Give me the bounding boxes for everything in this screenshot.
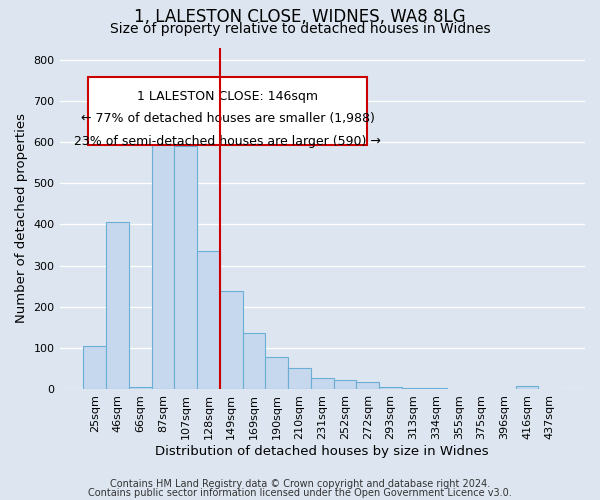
Bar bbox=[288, 368, 311, 389]
Bar bbox=[220, 291, 242, 389]
Bar bbox=[106, 222, 129, 389]
Bar bbox=[242, 333, 265, 389]
Bar bbox=[265, 358, 288, 389]
Text: 23% of semi-detached houses are larger (590) →: 23% of semi-detached houses are larger (… bbox=[74, 134, 381, 147]
Text: ← 77% of detached houses are smaller (1,988): ← 77% of detached houses are smaller (1,… bbox=[81, 112, 374, 126]
Bar bbox=[515, 386, 538, 389]
Bar bbox=[379, 387, 402, 389]
Text: 1 LALESTON CLOSE: 146sqm: 1 LALESTON CLOSE: 146sqm bbox=[137, 90, 318, 103]
Text: Contains HM Land Registry data © Crown copyright and database right 2024.: Contains HM Land Registry data © Crown c… bbox=[110, 479, 490, 489]
Bar bbox=[356, 382, 379, 389]
Text: Size of property relative to detached houses in Widnes: Size of property relative to detached ho… bbox=[110, 22, 490, 36]
Y-axis label: Number of detached properties: Number of detached properties bbox=[15, 113, 28, 323]
FancyBboxPatch shape bbox=[88, 76, 367, 145]
Bar bbox=[425, 388, 448, 389]
Bar bbox=[197, 251, 220, 389]
Bar bbox=[152, 136, 175, 389]
X-axis label: Distribution of detached houses by size in Widnes: Distribution of detached houses by size … bbox=[155, 444, 489, 458]
Bar bbox=[83, 346, 106, 389]
Bar bbox=[311, 378, 334, 389]
Text: 1, LALESTON CLOSE, WIDNES, WA8 8LG: 1, LALESTON CLOSE, WIDNES, WA8 8LG bbox=[134, 8, 466, 26]
Bar bbox=[334, 380, 356, 389]
Bar bbox=[175, 146, 197, 389]
Bar bbox=[129, 387, 152, 389]
Bar bbox=[402, 388, 425, 389]
Text: Contains public sector information licensed under the Open Government Licence v3: Contains public sector information licen… bbox=[88, 488, 512, 498]
